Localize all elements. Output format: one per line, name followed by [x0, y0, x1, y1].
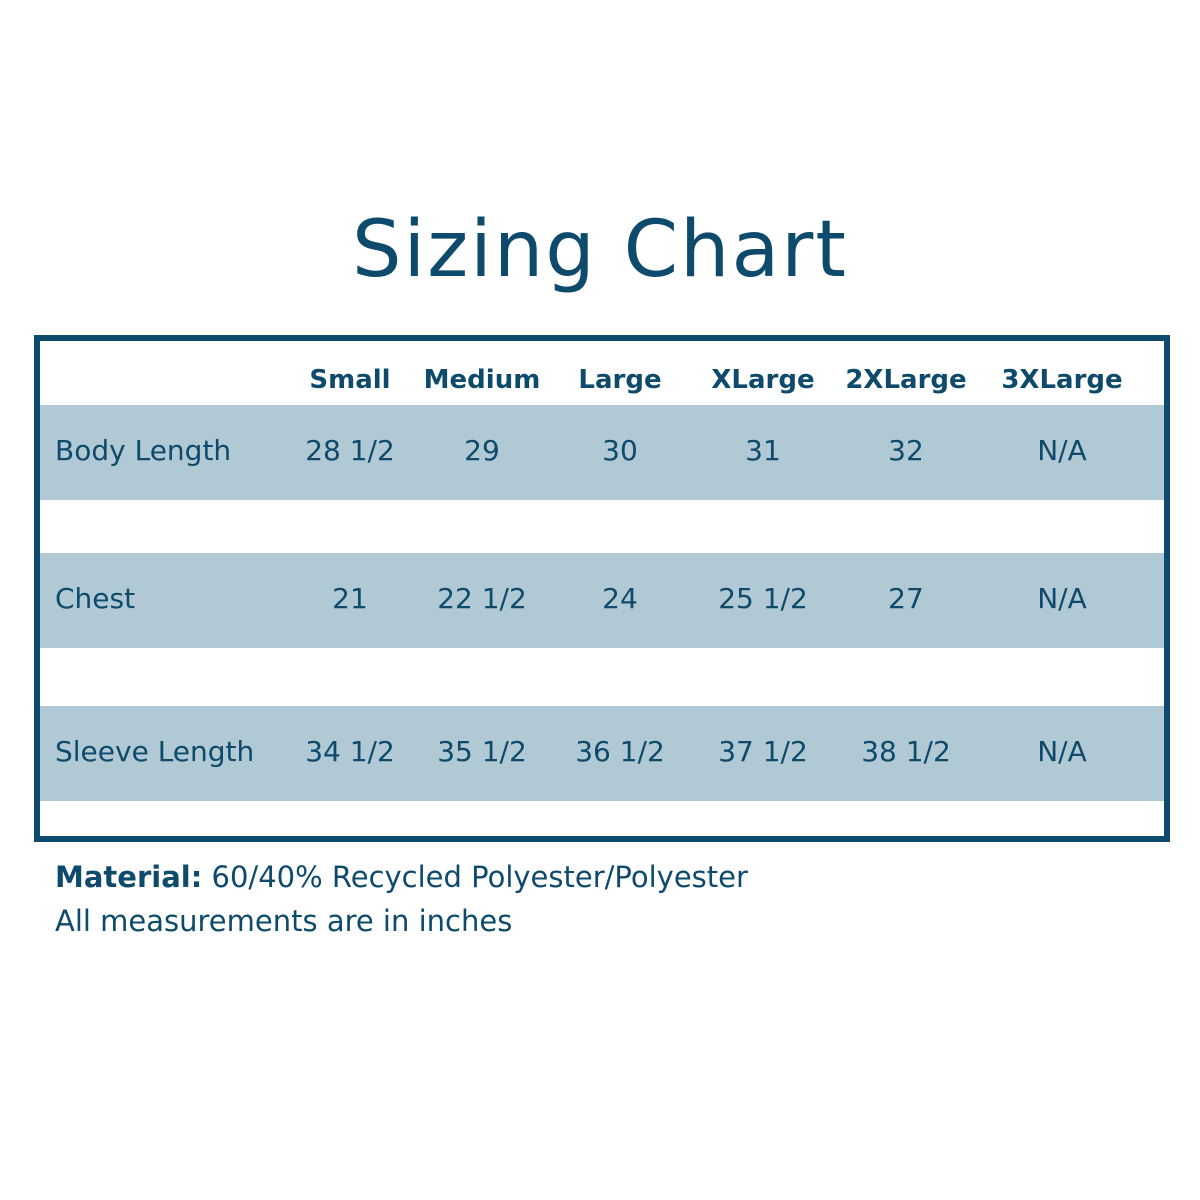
row-label: Body Length [55, 434, 232, 467]
table-row: Body Length 28 1/2 29 30 31 32 N/A [40, 405, 1164, 500]
table-cell: 38 1/2 [861, 735, 951, 768]
row-label: Chest [55, 582, 136, 615]
table-cell: N/A [1037, 582, 1087, 615]
table-cell: 27 [888, 582, 924, 615]
column-header: Small [309, 365, 391, 395]
material-value: 60/40% Recycled Polyester/Polyester [211, 860, 748, 894]
table-cell: 29 [464, 434, 500, 467]
material-label: Material: [55, 860, 203, 894]
table-cell: N/A [1037, 735, 1087, 768]
column-header: Large [578, 365, 662, 395]
table-cell: 28 1/2 [305, 434, 395, 467]
column-header: Medium [423, 365, 541, 395]
page-title: Sizing Chart [352, 205, 848, 295]
sizing-table: Small Medium Large XLarge 2XLarge 3XLarg… [34, 335, 1170, 842]
table-cell: 34 1/2 [305, 735, 395, 768]
row-label: Sleeve Length [55, 735, 255, 768]
table-cell: N/A [1037, 434, 1087, 467]
table-cell: 31 [745, 434, 781, 467]
table-cell: 30 [602, 434, 638, 467]
table-cell: 32 [888, 434, 924, 467]
table-row: Sleeve Length 34 1/2 35 1/2 36 1/2 37 1/… [40, 706, 1164, 801]
column-header: 2XLarge [845, 365, 967, 395]
table-cell: 37 1/2 [718, 735, 808, 768]
table-cell: 24 [602, 582, 638, 615]
table-cell: 36 1/2 [575, 735, 665, 768]
table-cell: 35 1/2 [437, 735, 527, 768]
measurement-note: All measurements are in inches [55, 904, 513, 938]
column-header: 3XLarge [1001, 365, 1123, 395]
table-cell: 25 1/2 [718, 582, 808, 615]
table-cell: 21 [332, 582, 368, 615]
column-header: XLarge [711, 365, 815, 395]
table-row: Chest 21 22 1/2 24 25 1/2 27 N/A [40, 553, 1164, 648]
table-cell: 22 1/2 [437, 582, 527, 615]
table-header-row: Small Medium Large XLarge 2XLarge 3XLarg… [40, 341, 1164, 405]
material-line: Material: 60/40% Recycled Polyester/Poly… [55, 860, 748, 894]
